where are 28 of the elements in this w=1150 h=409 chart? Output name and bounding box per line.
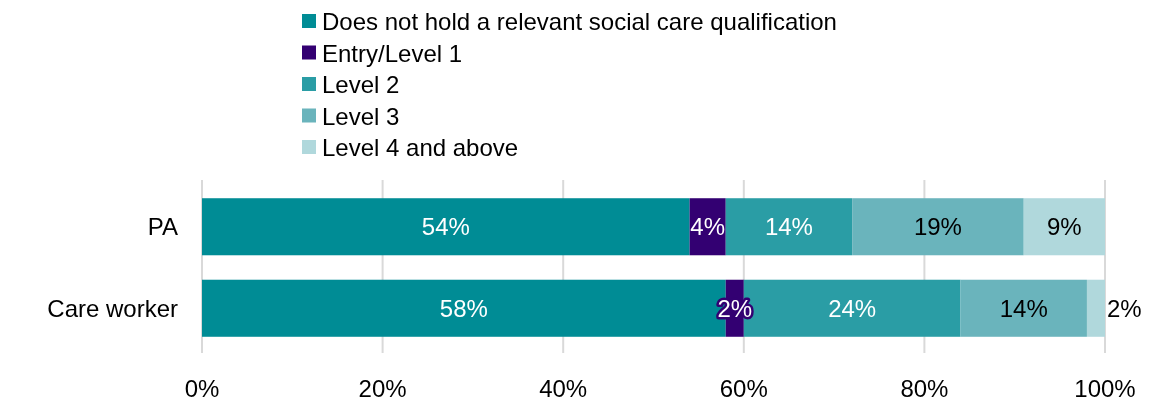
text: 14% <box>764 213 813 241</box>
legend-label: Level 4 and above <box>322 134 519 162</box>
y-tick-label: PA <box>147 213 178 241</box>
bar <box>1086 279 1105 337</box>
text: 58% <box>439 294 488 322</box>
bar <box>852 198 1024 256</box>
x-tick-label: 20% <box>358 375 407 402</box>
text: 19% <box>913 213 962 241</box>
x-tick-label: 80% <box>900 375 949 402</box>
text: 2% <box>1107 294 1142 322</box>
bar <box>202 198 690 256</box>
x-tick-label: 100% <box>1074 375 1136 402</box>
bar <box>725 198 853 256</box>
y-tick-label: Care worker <box>47 294 178 322</box>
x-tick-label: 0% <box>184 375 220 402</box>
x-tick-label: 40% <box>539 375 588 402</box>
legend-label: Does not hold a relevant social care qualification <box>322 8 837 36</box>
text: 4% <box>690 213 726 241</box>
text: 54% <box>421 213 470 241</box>
text: 14% <box>999 294 1048 322</box>
x-tick-label: 60% <box>719 375 768 402</box>
bar <box>960 279 1087 337</box>
text: 9% <box>1047 213 1082 241</box>
bar <box>1023 198 1105 256</box>
legend-label: Level 3 <box>322 102 400 130</box>
legend-label: Level 2 <box>322 71 400 99</box>
text: 24% <box>828 294 877 322</box>
legend-label: Entry/Level 1 <box>322 39 463 67</box>
